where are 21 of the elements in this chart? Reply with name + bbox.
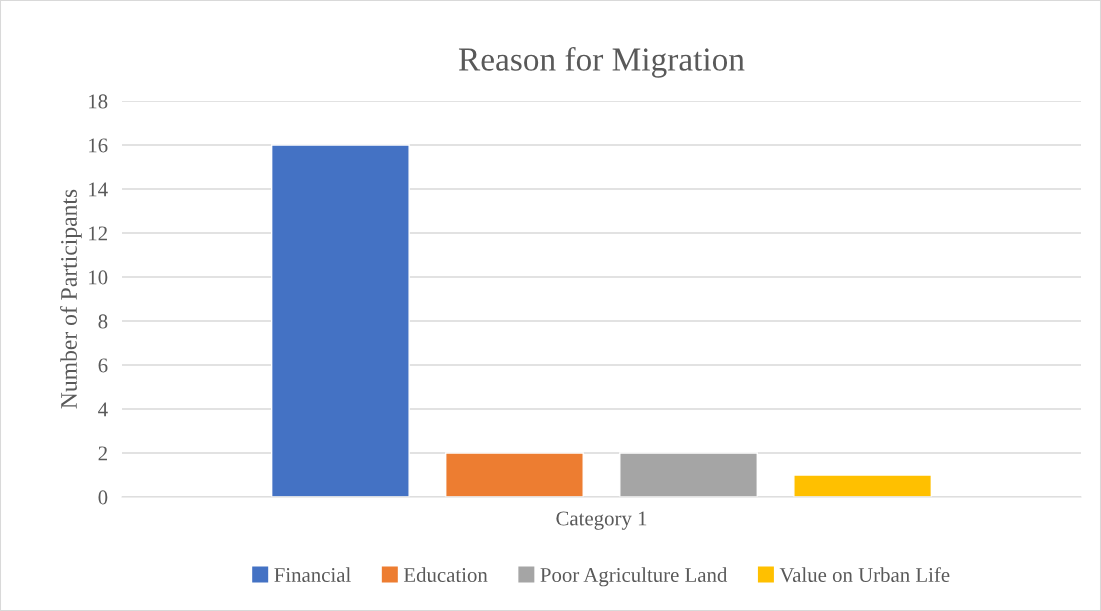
bar: [270, 144, 410, 497]
y-tick-label: 16: [89, 138, 108, 153]
bar: [793, 474, 933, 497]
legend-label: Financial: [274, 567, 351, 583]
y-tick-label: 12: [89, 226, 107, 241]
x-tick-label: Category 1: [556, 511, 647, 530]
chart-title: Reason for Migration: [458, 46, 745, 78]
y-tick-label: 4: [98, 402, 108, 417]
y-tick-label: 2: [98, 446, 107, 461]
y-tick-label: 8: [98, 314, 108, 329]
legend-label: Poor Agriculture Land: [540, 567, 728, 587]
bar: [619, 452, 758, 497]
y-tick-label: 0: [98, 490, 108, 505]
y-axis-title: Number of Participants: [60, 189, 82, 409]
y-tick-label: 10: [89, 270, 108, 285]
legend-label: Value on Urban Life: [779, 567, 950, 583]
y-tick-label: 14: [89, 182, 108, 197]
y-tick-label: 6: [98, 358, 108, 373]
bar: [445, 452, 584, 497]
legend-label: Education: [403, 567, 488, 583]
y-tick-label: 18: [89, 94, 108, 109]
